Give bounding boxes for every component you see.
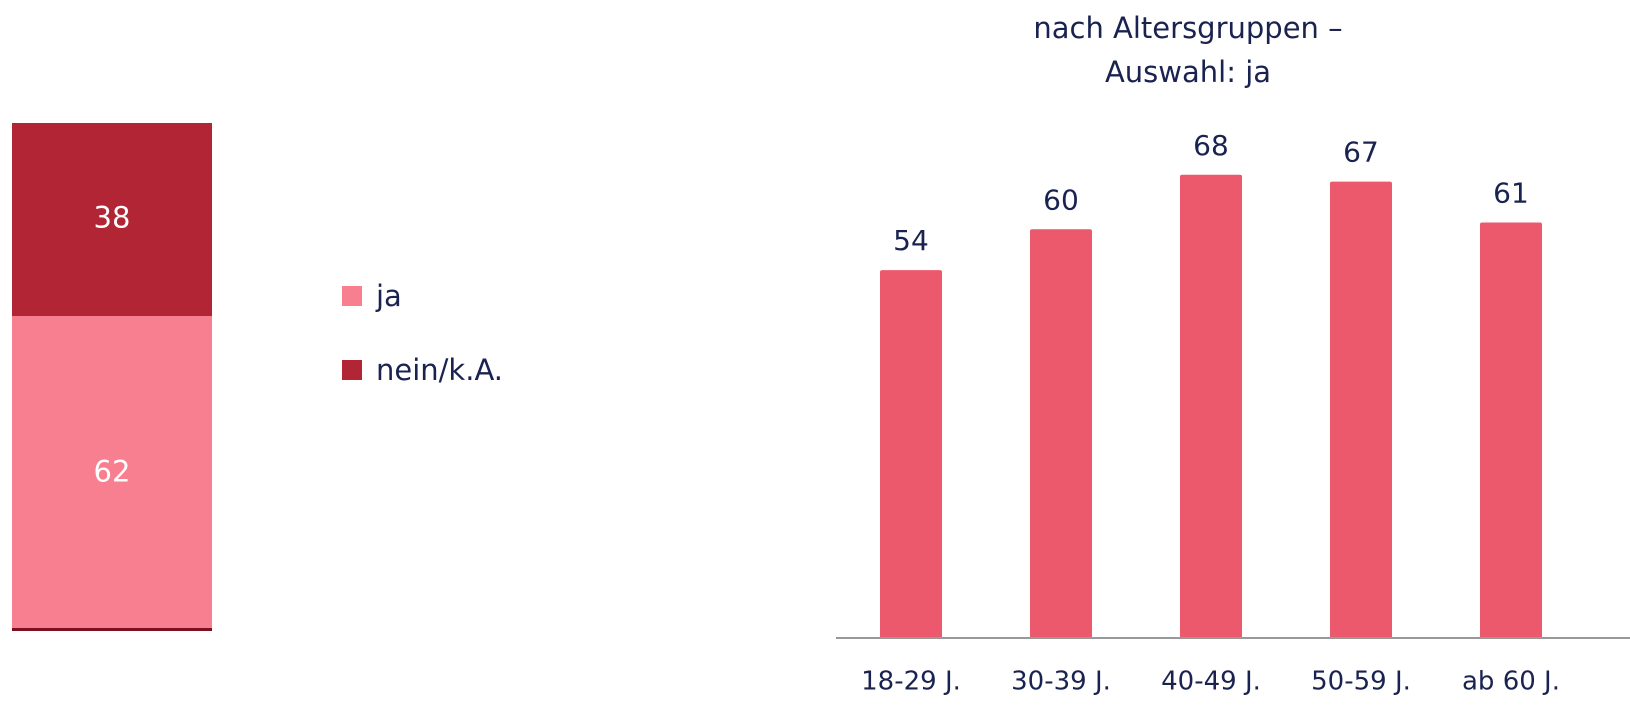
chart-title: nach Altersgruppen – Auswahl: ja	[1033, 11, 1343, 89]
x-tick-label: 30-39 J.	[1011, 667, 1111, 697]
data-label: 54	[893, 224, 929, 257]
x-tick-label: ab 60 J.	[1462, 667, 1560, 697]
bar	[1480, 222, 1542, 638]
legend-label: nein/k.A.	[376, 353, 503, 387]
bar-segment	[12, 123, 212, 317]
legend-swatch	[342, 360, 362, 380]
bar	[1330, 181, 1392, 638]
legend-label: ja	[375, 279, 402, 313]
data-label: 68	[1193, 129, 1229, 162]
bar	[1180, 174, 1242, 638]
x-tick-label: 40-49 J.	[1161, 667, 1261, 697]
x-tick-label: 50-59 J.	[1311, 667, 1411, 697]
data-label: 67	[1343, 136, 1379, 169]
legend-swatch	[342, 286, 362, 306]
bar	[1030, 229, 1092, 638]
data-label: 38	[94, 201, 131, 235]
bar	[880, 270, 942, 638]
bar-segment	[12, 316, 212, 631]
data-label: 61	[1493, 176, 1529, 209]
data-label: 60	[1043, 183, 1079, 216]
x-tick-label: 18-29 J.	[861, 667, 961, 697]
data-label: 62	[94, 455, 131, 489]
